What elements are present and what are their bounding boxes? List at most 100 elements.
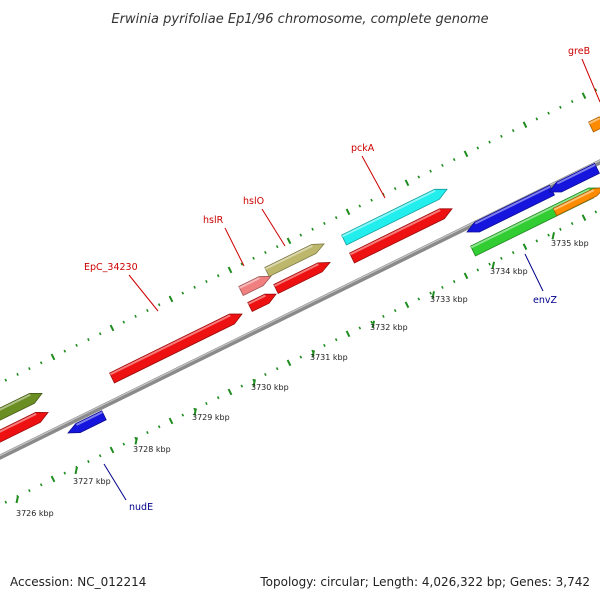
feature-arrow-body — [341, 188, 448, 246]
ruler-tick-minor — [193, 285, 196, 289]
ruler-tick-minor — [559, 105, 562, 109]
ruler-tick-minor — [28, 489, 31, 493]
ruler-tick-minor — [452, 158, 456, 162]
kbp-label-3734: 3734 kbp — [490, 267, 528, 276]
ruler-tick-minor — [205, 279, 208, 284]
ruler-tick-minor — [63, 349, 67, 353]
lower-ruler-track — [4, 210, 598, 504]
ruler-tick-minor — [4, 500, 8, 504]
ruler-tick-minor — [441, 163, 444, 167]
ruler-tick-minor — [358, 326, 362, 330]
gene-label-hslR[interactable]: hslR — [203, 215, 224, 226]
red-feature-EpC_34230[interactable] — [109, 313, 243, 384]
feature-arrow-highlight — [588, 117, 600, 125]
ruler-tick-major — [227, 266, 233, 274]
ruler-tick-major — [286, 359, 292, 367]
blue-feature-right[interactable] — [548, 162, 600, 193]
ruler-tick-major — [109, 324, 115, 332]
ruler-tick-minor — [535, 239, 539, 243]
ruler-tick-minor — [334, 216, 338, 220]
leader-nudE — [103, 463, 127, 501]
feature-arrow-body — [466, 184, 555, 233]
ruler-tick-minor — [334, 338, 338, 342]
map-title: Erwinia pyrifoliae Ep1/96 chromosome, co… — [111, 12, 488, 27]
ruler-tick-minor — [393, 309, 397, 313]
ruler-tick-minor — [417, 297, 421, 301]
red-feature-pckA-below[interactable] — [349, 208, 453, 264]
gene-label-hslO[interactable]: hslO — [243, 196, 264, 207]
feature-arrow-highlight — [0, 412, 37, 433]
ruler-tick-minor — [429, 169, 432, 173]
ruler-tick-major — [168, 295, 174, 303]
ruler-tick-minor — [98, 332, 102, 336]
ruler-tick-minor — [28, 367, 31, 371]
khaki-feature-hslO[interactable] — [264, 243, 325, 278]
feature-arrow-highlight — [470, 188, 590, 249]
ruler-tick-minor — [157, 425, 161, 429]
orange-feature-right[interactable] — [552, 187, 600, 217]
gene-label-nudE[interactable]: nudE — [129, 502, 153, 513]
ruler-tick-major — [109, 446, 115, 454]
upper-ruler-track — [4, 88, 598, 382]
blue-feature-envZ-upper[interactable] — [466, 184, 555, 233]
feature-arrow-highlight — [239, 277, 260, 289]
ruler-tick-minor — [417, 175, 421, 179]
red-feature-small[interactable] — [247, 293, 277, 313]
kbp-tick — [252, 379, 256, 387]
feature-arrow-highlight — [265, 244, 313, 270]
kbp-label-3726: 3726 kbp — [16, 509, 54, 518]
ruler-tick-minor — [429, 291, 432, 295]
ruler-tick-major — [345, 330, 351, 338]
ruler-tick-minor — [4, 378, 8, 382]
ruler-tick-minor — [87, 460, 90, 464]
ruler-tick-major — [463, 150, 469, 158]
cyan-feature-pckA[interactable] — [341, 188, 448, 246]
ruler-tick-minor — [370, 320, 373, 324]
gene-label-greB[interactable]: greB — [568, 46, 590, 57]
kbp-tick — [134, 437, 138, 445]
feature-arrow-body — [264, 243, 325, 278]
kbp-label-3729: 3729 kbp — [192, 413, 230, 422]
ruler-tick-major — [50, 353, 56, 361]
pink-feature-hslR[interactable] — [238, 275, 272, 297]
ruler-tick-minor — [98, 454, 102, 458]
ruler-tick-minor — [240, 384, 244, 388]
kbp-major-ticks — [15, 232, 555, 504]
feature-arrow-body — [0, 412, 49, 443]
ruler-tick-minor — [441, 285, 444, 289]
ruler-tick-minor — [75, 343, 78, 347]
gene-label-pckA[interactable]: pckA — [351, 143, 375, 154]
ruler-tick-major — [522, 243, 528, 251]
ruler-tick-major — [227, 388, 233, 396]
ruler-tick-minor — [311, 227, 314, 231]
ruler-tick-minor — [511, 251, 515, 255]
ruler-tick-major — [581, 214, 587, 222]
ruler-tick-minor — [275, 367, 279, 371]
leader-hslR — [224, 227, 245, 267]
feature-arrow-body — [67, 410, 107, 434]
feature-arrow-highlight — [248, 294, 266, 305]
orange-feature-greB[interactable] — [588, 116, 600, 133]
ruler-tick-minor — [299, 233, 303, 237]
red-feature-hslO-below[interactable] — [273, 262, 331, 295]
ruler-tick-minor — [323, 221, 326, 225]
kbp-label-3727: 3727 kbp — [73, 477, 111, 486]
ruler-tick-minor — [146, 431, 149, 435]
ruler-tick-major — [50, 475, 56, 483]
ruler-tick-minor — [216, 396, 220, 400]
blue-feature-nudE[interactable] — [67, 410, 107, 434]
red-feature-left[interactable] — [0, 412, 49, 446]
ruler-tick-major — [286, 237, 292, 245]
ruler-tick-major — [522, 121, 528, 129]
feature-arrow-highlight — [274, 263, 319, 287]
genome-stats-text: Topology: circular; Length: 4,026,322 bp… — [259, 575, 590, 589]
ruler-tick-minor — [122, 320, 126, 324]
gene-label-envZ[interactable]: envZ — [533, 295, 557, 306]
feature-arrow-highlight — [553, 189, 595, 211]
ruler-tick-major — [581, 92, 587, 100]
ruler-tick-minor — [559, 227, 562, 231]
ruler-tick-minor — [39, 483, 43, 487]
gene-label-EpC_34230[interactable]: EpC_34230 — [84, 262, 138, 273]
olive-feature[interactable] — [0, 393, 43, 425]
